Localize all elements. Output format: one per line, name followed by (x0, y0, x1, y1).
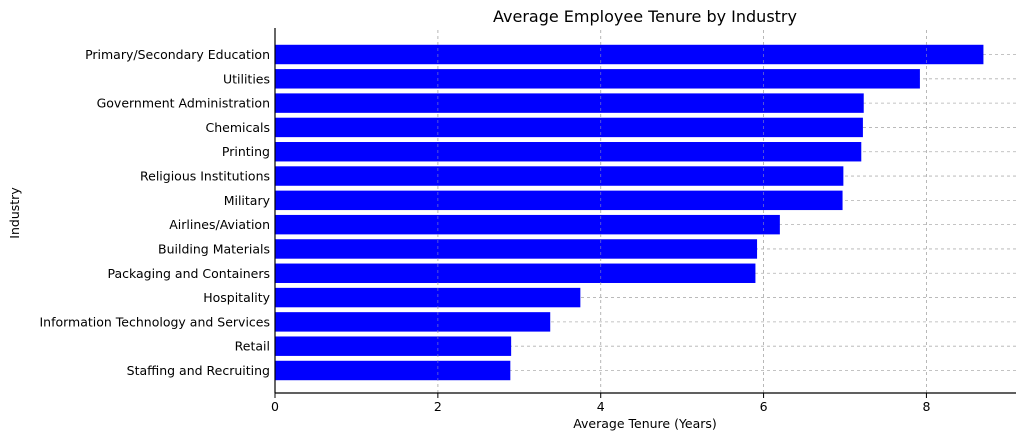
category-label: Hospitality (203, 290, 270, 305)
bar (275, 336, 512, 356)
x-tick-label: 2 (434, 399, 442, 414)
category-label: Utilities (223, 71, 270, 86)
category-label: Primary/Secondary Education (85, 47, 270, 62)
bar (275, 142, 862, 162)
bar (275, 44, 984, 65)
category-label: Printing (222, 144, 270, 159)
chart-title: Average Employee Tenure by Industry (493, 7, 797, 26)
category-label: Building Materials (158, 241, 270, 256)
category-label: Military (224, 193, 271, 208)
bar (275, 117, 863, 138)
bar (275, 214, 780, 235)
bar (275, 69, 920, 89)
axes (274, 28, 1016, 398)
category-label: Information Technology and Services (39, 314, 270, 329)
labels: 0 2 4 6 8 Primary/Secondary Education Utilitie… (39, 47, 930, 414)
category-label: Religious Institutions (140, 169, 270, 184)
bar (275, 360, 511, 381)
bar (275, 166, 844, 186)
x-tick-label: 4 (597, 399, 605, 414)
x-axis-label: Average Tenure (Years) (573, 416, 717, 431)
bar (275, 287, 581, 308)
bar (275, 190, 843, 211)
bar (275, 312, 551, 332)
bar (275, 239, 758, 259)
x-tick-label: 8 (922, 399, 930, 414)
category-label: Staffing and Recruiting (127, 363, 270, 378)
bar (275, 263, 756, 283)
bars (274, 30, 984, 393)
category-label: Retail (235, 339, 270, 354)
x-tick-label: 0 (271, 399, 279, 414)
category-label: Government Administration (97, 96, 270, 111)
category-label: Packaging and Containers (107, 266, 270, 281)
category-label: Airlines/Aviation (169, 217, 270, 232)
y-axis-label: Industry (7, 187, 22, 239)
bar (275, 93, 864, 113)
category-label: Chemicals (205, 120, 270, 135)
x-tick-label: 6 (760, 399, 768, 414)
